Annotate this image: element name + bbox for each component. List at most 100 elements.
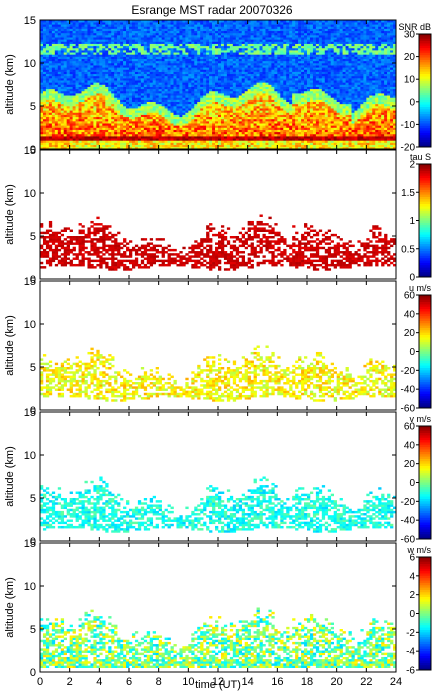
heatmap-cell [63,67,67,70]
heatmap-cell [90,63,94,66]
heatmap-cell [140,71,145,75]
heatmap-cell [259,125,263,128]
heatmap-cell [96,112,100,115]
heatmap-cell [176,95,180,98]
heatmap-cell [182,101,186,105]
heatmap-cell [158,108,162,111]
heatmap-cell [256,73,260,77]
heatmap-cell [105,75,109,79]
heatmap-cell [134,80,139,83]
heatmap-cell [131,41,136,44]
heatmap-cell [48,45,53,49]
heatmap-cell [280,58,284,62]
heatmap-cell [75,121,79,124]
heatmap-cell [143,140,148,143]
heatmap-cell [247,67,251,70]
heatmap-cell [126,47,130,51]
heatmap-cell [129,131,133,135]
heatmap-cell [280,84,284,87]
heatmap-cell [164,67,168,70]
heatmap-cell [40,30,44,34]
heatmap-cell [117,106,121,109]
heatmap-cell [212,101,216,105]
heatmap-cell [146,82,151,85]
heatmap-cell [203,71,207,75]
heatmap-cell [149,138,154,141]
heatmap-cell [283,121,287,124]
heatmap-cell [149,20,154,23]
heatmap-cell [167,93,171,96]
heatmap-cell [223,146,228,150]
heatmap-cell [235,88,240,92]
heatmap-cell [206,129,210,133]
heatmap-cell [57,97,62,100]
heatmap-cell [200,73,204,77]
heatmap-cell [137,24,142,27]
heatmap-cell [114,88,118,92]
heatmap-cell [235,67,240,70]
heatmap-cell [223,140,228,143]
heatmap-cell [45,101,50,105]
heatmap-cell [203,144,207,148]
heatmap-cell [69,82,73,85]
heatmap-cell [209,144,213,148]
heatmap-cell [48,63,53,66]
heatmap-cell [194,69,198,72]
heatmap-cell [283,37,287,40]
heatmap-cell [283,99,287,102]
heatmap-cell [185,84,189,87]
heatmap-cell [72,99,76,102]
heatmap-cell [161,26,165,29]
heatmap-cell [66,90,70,94]
heatmap-cell [164,41,168,44]
heatmap-cell [280,144,284,148]
heatmap-cell [48,24,53,27]
heatmap-cell [143,43,148,47]
heatmap-cell [212,123,216,126]
heatmap-cell [173,93,177,96]
heatmap-cell [131,123,136,126]
heatmap-cell [40,103,44,107]
heatmap-cell [137,103,142,107]
heatmap-cell [87,20,91,23]
heatmap-cell [271,32,275,36]
heatmap-cell [51,125,56,128]
heatmap-cell [111,65,115,68]
heatmap-cell [140,90,145,94]
heatmap-cell [51,138,56,141]
heatmap-cell [179,43,183,47]
heatmap-cell [176,110,180,113]
heatmap-cell [60,95,65,98]
heatmap-cell [268,127,272,130]
heatmap-cell [54,123,59,126]
heatmap-cell [48,56,53,59]
heatmap-cell [137,144,142,148]
heatmap-cell [185,71,189,75]
heatmap-cell [188,82,192,85]
heatmap-cell [84,20,88,23]
heatmap-cell [60,20,65,23]
heatmap-cell [247,24,251,27]
heatmap-cell [81,90,85,94]
heatmap-cell [45,50,50,53]
heatmap-cell [72,58,76,62]
heatmap-cell [262,93,266,96]
heatmap-cell [223,63,228,66]
heatmap-cell [72,103,76,107]
heatmap-cell [247,58,251,62]
heatmap-cell [206,133,210,137]
heatmap-cell [137,82,142,85]
heatmap-cell [223,144,228,148]
heatmap-cell [203,116,207,120]
heatmap-cell [220,123,225,126]
heatmap-cell [93,116,97,120]
heatmap-cell [197,97,201,100]
heatmap-cell [167,86,171,90]
heatmap-cell [241,112,245,115]
heatmap-cell [152,69,156,72]
heatmap-cell [235,50,240,53]
heatmap-cell [280,71,284,75]
heatmap-cell [137,80,142,83]
heatmap-cell [226,73,231,77]
heatmap-cell [131,136,136,139]
